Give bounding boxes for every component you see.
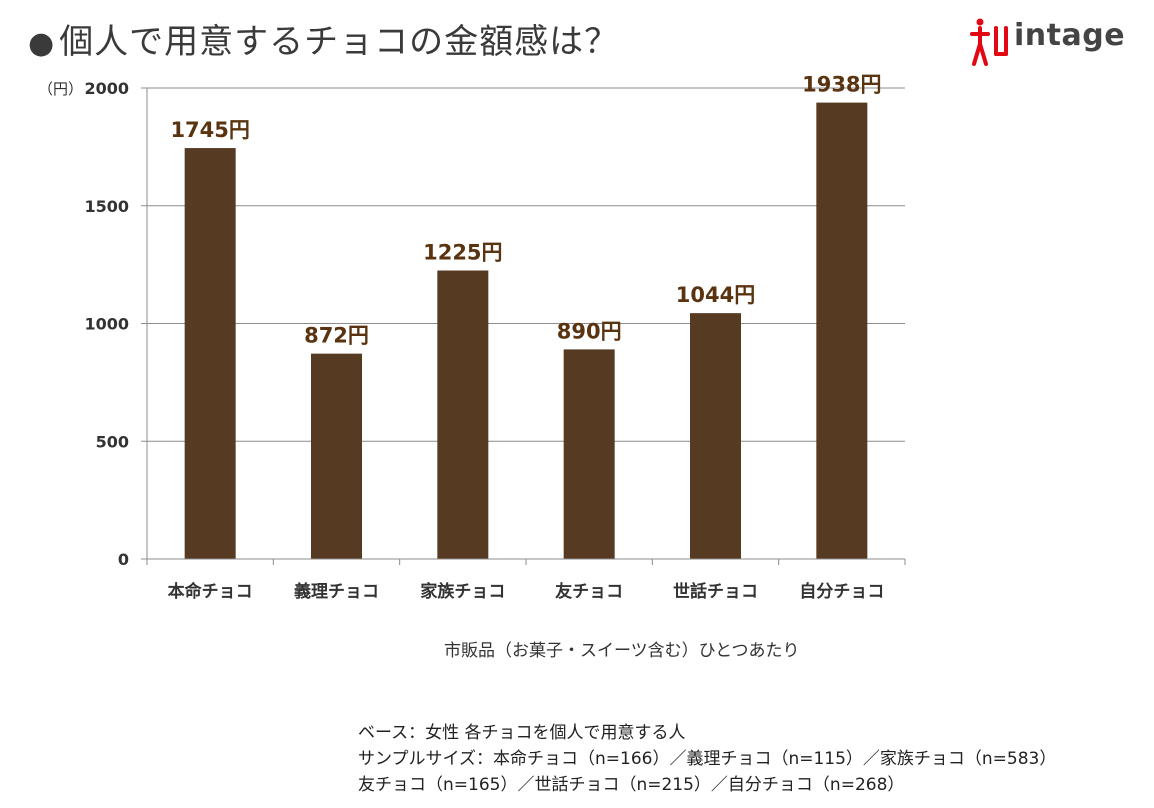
y-tick-label: 500 — [96, 432, 129, 451]
intage-figure-icon — [970, 18, 1008, 66]
data-label: 1044円 — [676, 283, 755, 307]
data-label: 1225円 — [423, 241, 502, 265]
bar — [563, 349, 615, 559]
y-tick-label: 0 — [118, 550, 129, 569]
y-unit-label: （円） — [38, 80, 83, 98]
footnote: ベース：女性 各チョコを個人で用意する人 サンプルサイズ：本命チョコ（n=166… — [358, 720, 1056, 798]
intage-logo: intage — [968, 14, 1138, 70]
category-label: 家族チョコ — [420, 581, 505, 602]
category-label: 本命チョコ — [168, 581, 253, 602]
bar — [311, 353, 362, 559]
chart-bars — [184, 102, 868, 560]
data-label: 890円 — [557, 319, 622, 343]
title-text: 個人で用意するチョコの金額感は？ — [59, 22, 620, 62]
data-label: 1938円 — [802, 73, 881, 97]
footnote-sample-size-1: サンプルサイズ：本命チョコ（n=166）／義理チョコ（n=115）／家族チョコ（… — [358, 749, 1057, 769]
bar — [437, 270, 489, 559]
title-bullet: ● — [28, 26, 56, 61]
category-label: 世話チョコ — [673, 581, 758, 602]
data-label: 1745円 — [170, 118, 249, 142]
page-title: ● 個人で用意するチョコの金額感は？ — [28, 14, 619, 63]
data-label: 872円 — [304, 324, 369, 348]
bar — [690, 313, 741, 559]
category-label: 友チョコ — [555, 581, 623, 602]
logo-text: intage — [1014, 18, 1126, 53]
chart-axes — [141, 87, 906, 565]
footnote-sample-size-2: 友チョコ（n=165）／世話チョコ（n=215）／自分チョコ（n=268） — [358, 775, 905, 795]
x-axis-note: 市販品（お菓子・スイーツ含む）ひとつあたり — [444, 641, 800, 661]
y-tick-label: 1500 — [84, 197, 129, 216]
y-tick-label: 2000 — [84, 79, 129, 98]
category-label: 義理チョコ — [294, 581, 379, 602]
bar — [184, 148, 236, 560]
y-tick-label: 1000 — [84, 315, 129, 334]
chart-gridlines — [147, 87, 905, 442]
bar — [816, 102, 868, 559]
footnote-base: ベース：女性 各チョコを個人で用意する人 — [358, 723, 686, 743]
category-label: 自分チョコ — [799, 581, 884, 602]
